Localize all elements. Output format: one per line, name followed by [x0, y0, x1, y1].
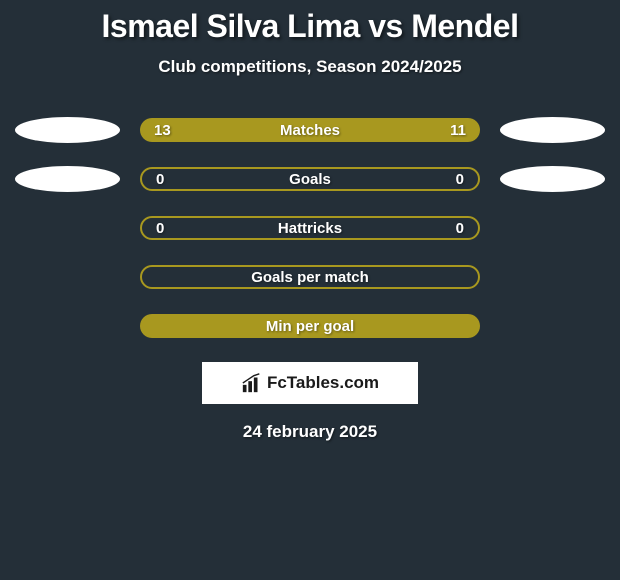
date-label: 24 february 2025: [0, 422, 620, 442]
stat-right-value: 0: [434, 171, 464, 188]
logo-text: FcTables.com: [267, 373, 379, 393]
player-left-marker: [15, 166, 120, 192]
marker-placeholder: [15, 264, 120, 290]
chart-bars-icon: [241, 372, 263, 394]
stat-left-value: 0: [156, 220, 186, 237]
stat-label: Min per goal: [184, 318, 436, 335]
stat-left-value: 0: [156, 171, 186, 188]
stat-bar: 13Matches11: [140, 118, 480, 142]
player-left-marker: [15, 117, 120, 143]
stat-row: Goals per match: [0, 264, 620, 290]
stat-bar: Goals per match: [140, 265, 480, 289]
stat-label: Hattricks: [186, 220, 434, 237]
marker-placeholder: [500, 215, 605, 241]
subtitle: Club competitions, Season 2024/2025: [0, 57, 620, 77]
marker-placeholder: [500, 264, 605, 290]
fctables-logo[interactable]: FcTables.com: [202, 362, 418, 404]
player-right-marker: [500, 166, 605, 192]
player-right-marker: [500, 117, 605, 143]
stat-label: Goals per match: [186, 269, 434, 286]
stats-rows: 13Matches110Goals00Hattricks0Goals per m…: [0, 117, 620, 339]
marker-placeholder: [500, 313, 605, 339]
logo-row: FcTables.com: [0, 362, 620, 404]
stat-bar: 0Hattricks0: [140, 216, 480, 240]
stat-bar: Min per goal: [140, 314, 480, 338]
stat-left-value: 13: [154, 122, 184, 139]
stat-label: Matches: [184, 122, 436, 139]
stat-right-value: 0: [434, 220, 464, 237]
stat-label: Goals: [186, 171, 434, 188]
stat-right-value: 11: [436, 122, 466, 139]
stat-row: 0Hattricks0: [0, 215, 620, 241]
marker-placeholder: [15, 313, 120, 339]
stat-row: 13Matches11: [0, 117, 620, 143]
stat-row: Min per goal: [0, 313, 620, 339]
page-title: Ismael Silva Lima vs Mendel: [0, 8, 620, 45]
comparison-container: Ismael Silva Lima vs Mendel Club competi…: [0, 0, 620, 442]
stat-bar: 0Goals0: [140, 167, 480, 191]
marker-placeholder: [15, 215, 120, 241]
stat-row: 0Goals0: [0, 166, 620, 192]
